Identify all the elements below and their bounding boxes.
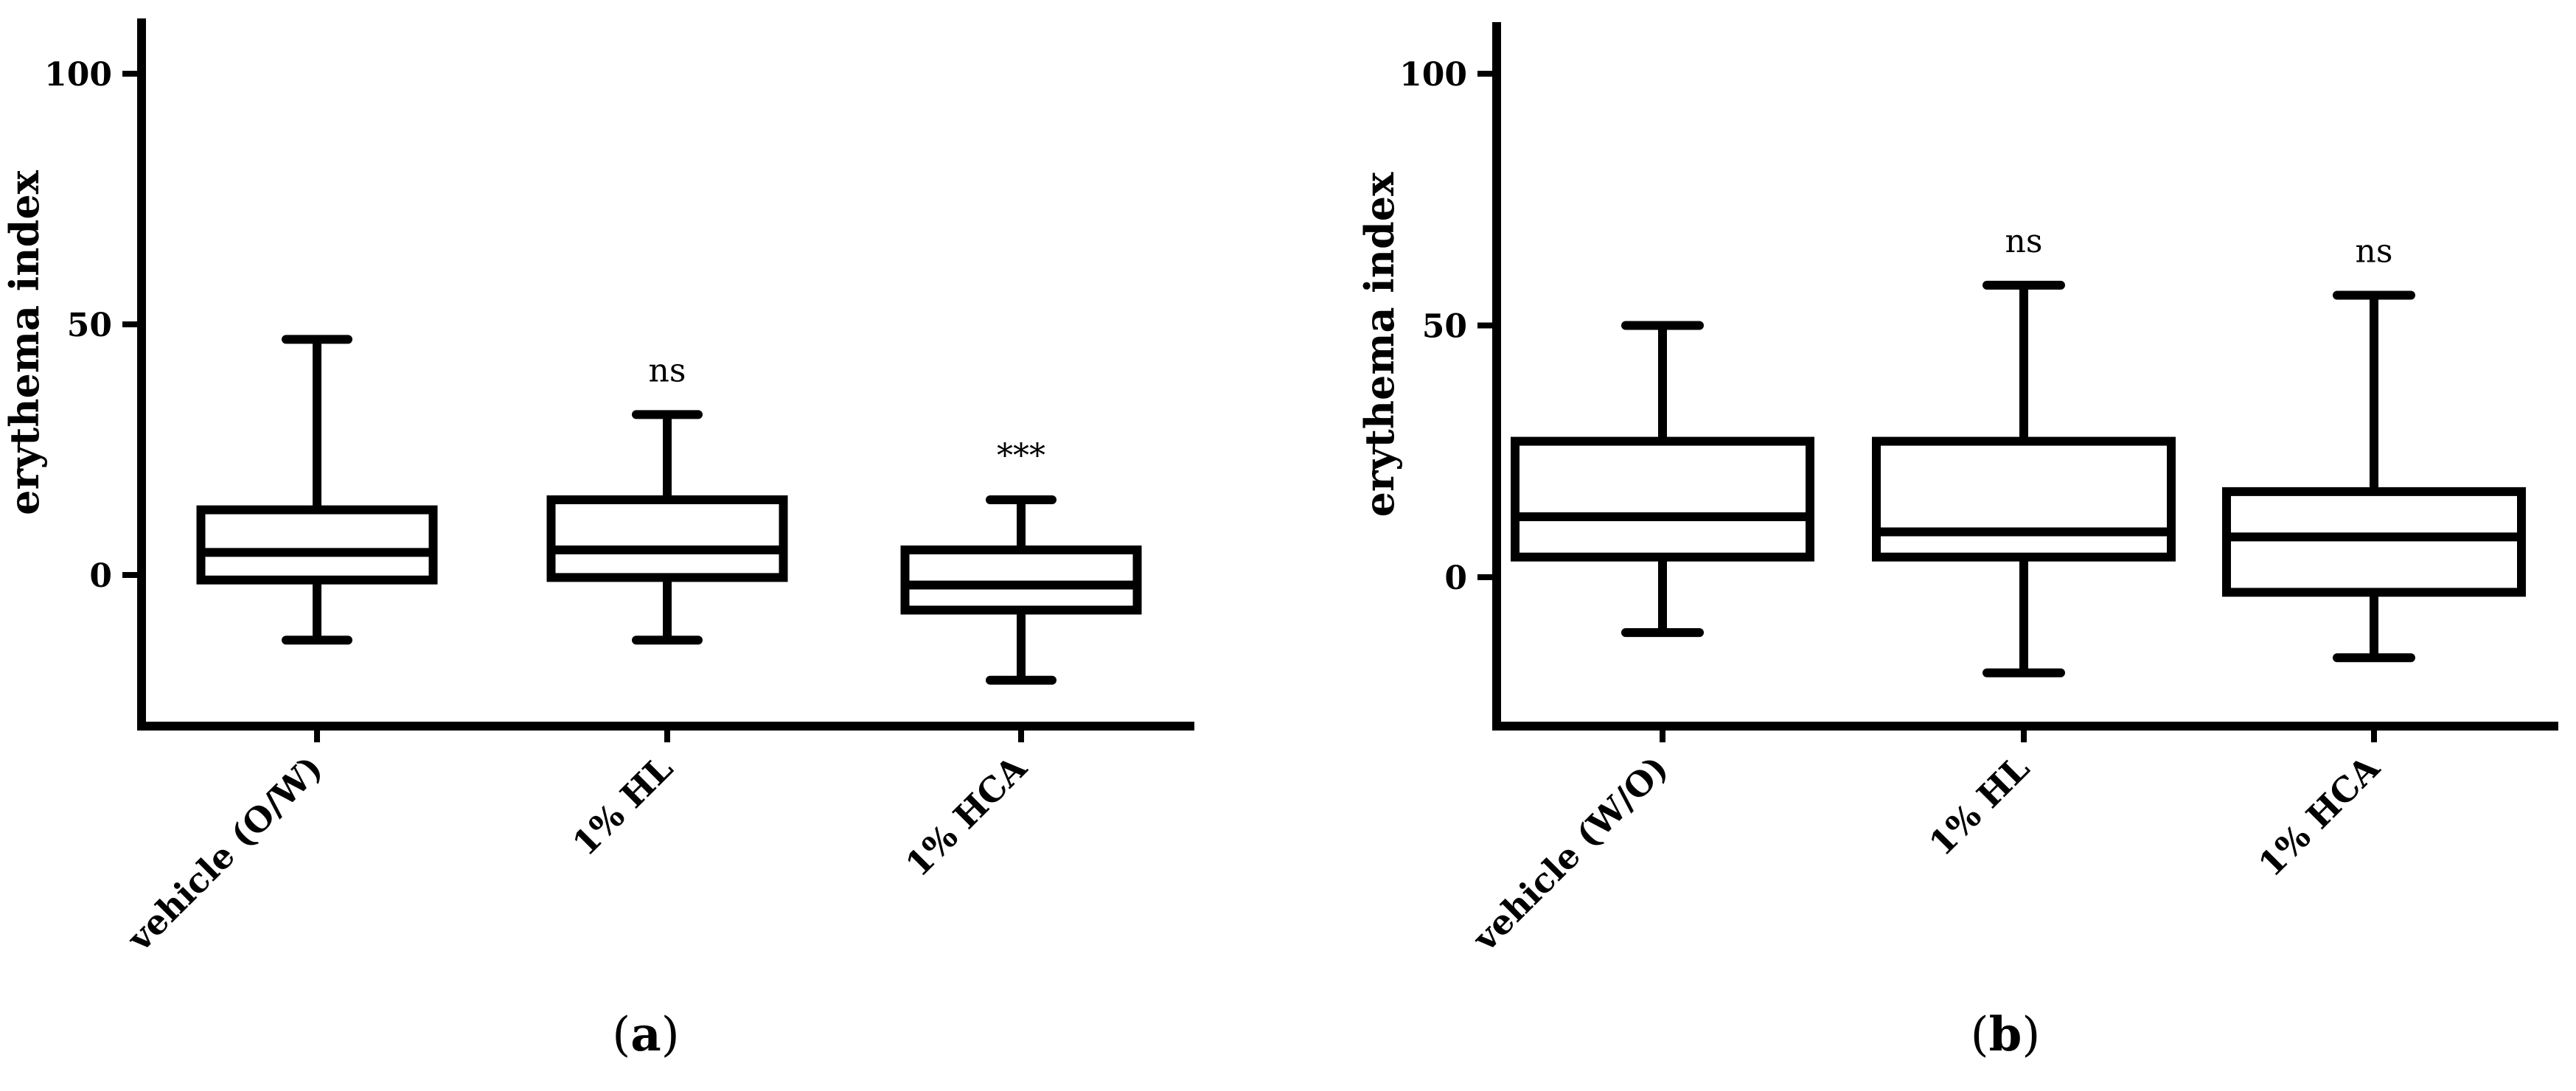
y-tick-label: 100 — [1399, 56, 1467, 94]
significance-label: ns — [2356, 233, 2393, 271]
significance-label: ns — [2005, 223, 2043, 260]
iqr-box — [196, 505, 438, 585]
box-plot-2: ns — [1872, 223, 2176, 677]
category-label: 1% HL — [565, 748, 680, 864]
significance-label: ns — [649, 352, 686, 389]
panel-label-letter: b — [1989, 1007, 2022, 1062]
panel-label-close-paren: ) — [2022, 1008, 2040, 1062]
panel-label: (b) — [1971, 1007, 2041, 1062]
box-plot-1 — [1511, 321, 1814, 638]
box-plot-1 — [196, 335, 438, 645]
y-axis-label: erythema index — [1356, 172, 1403, 517]
y-tick-label: 0 — [1444, 560, 1467, 597]
iqr-box — [1511, 436, 1814, 562]
panel-a: 0 50 100 erythema index vehicle (O/W) ns 1% HL… — [1, 18, 1194, 1062]
category-label: 1% HCA — [898, 747, 1035, 885]
iqr-box — [546, 495, 788, 582]
y-tick-label: 50 — [1422, 308, 1467, 346]
panel-label-open-paren: ( — [612, 1008, 630, 1062]
category-label: vehicle (W/O) — [1465, 748, 1676, 959]
iqr-box — [900, 546, 1142, 615]
y-axis-label: erythema index — [1, 170, 48, 515]
panel-label-letter: a — [630, 1007, 661, 1062]
iqr-box — [2222, 487, 2526, 597]
y-tick-label: 50 — [67, 307, 112, 344]
iqr-box — [1872, 436, 2176, 562]
box-plot-3: *** — [900, 437, 1142, 685]
category-label: vehicle (O/W) — [119, 748, 330, 959]
panel-label-close-paren: ) — [661, 1008, 680, 1062]
panel-label-open-paren: ( — [1971, 1008, 1989, 1062]
box-plot-3: ns — [2222, 233, 2526, 663]
panel-label: (a) — [612, 1007, 679, 1062]
category-label: 1% HL — [1921, 748, 2037, 864]
y-tick-label: 100 — [44, 56, 112, 94]
y-tick-label: 0 — [89, 557, 112, 595]
category-label: 1% HCA — [2251, 747, 2388, 885]
significance-label: *** — [997, 437, 1045, 475]
panel-b: 0 50 100 erythema index vehicle (W/O) ns 1% HL… — [1356, 22, 2558, 1062]
box-plot-2: ns — [546, 352, 788, 645]
